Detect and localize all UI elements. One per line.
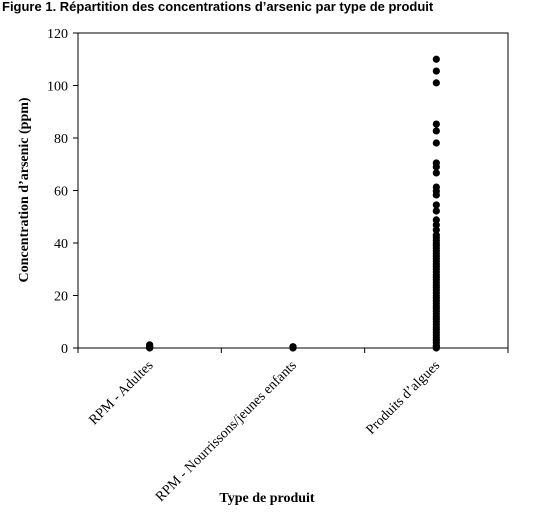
dot	[432, 169, 440, 177]
x-axis-title: Type de produit	[219, 491, 315, 506]
y-tick-label: 80	[54, 132, 68, 147]
dot	[432, 139, 440, 147]
y-axis-title: Concentration d’arsenic (ppm)	[17, 97, 32, 282]
dot	[432, 344, 440, 352]
dot	[432, 67, 440, 75]
dot	[432, 201, 440, 209]
y-tick-label: 120	[47, 27, 68, 42]
dot	[289, 343, 297, 351]
y-tick-label: 60	[54, 185, 68, 200]
dot	[432, 79, 440, 87]
dot	[432, 191, 440, 199]
dot	[432, 226, 440, 234]
dot	[432, 127, 440, 135]
y-tick-label: 100	[47, 80, 68, 95]
plot-frame	[77, 32, 509, 349]
chart-title: Figure 1. Répartition des concentrations…	[2, 0, 434, 14]
dot	[432, 120, 440, 128]
x-tick-label: Produits d’algues	[364, 358, 444, 438]
y-tick-label: 0	[61, 342, 68, 357]
dot	[432, 216, 440, 224]
x-tick-label: RPM - Nourrissons/jeunes enfants	[153, 358, 300, 505]
dot	[146, 341, 154, 349]
y-tick-label: 20	[54, 290, 68, 305]
dot	[432, 163, 440, 171]
x-tick-label: RPM - Adultes	[86, 358, 156, 428]
dot	[432, 55, 440, 63]
dot	[432, 221, 440, 229]
y-tick-label: 40	[54, 237, 68, 252]
dot	[432, 207, 440, 215]
